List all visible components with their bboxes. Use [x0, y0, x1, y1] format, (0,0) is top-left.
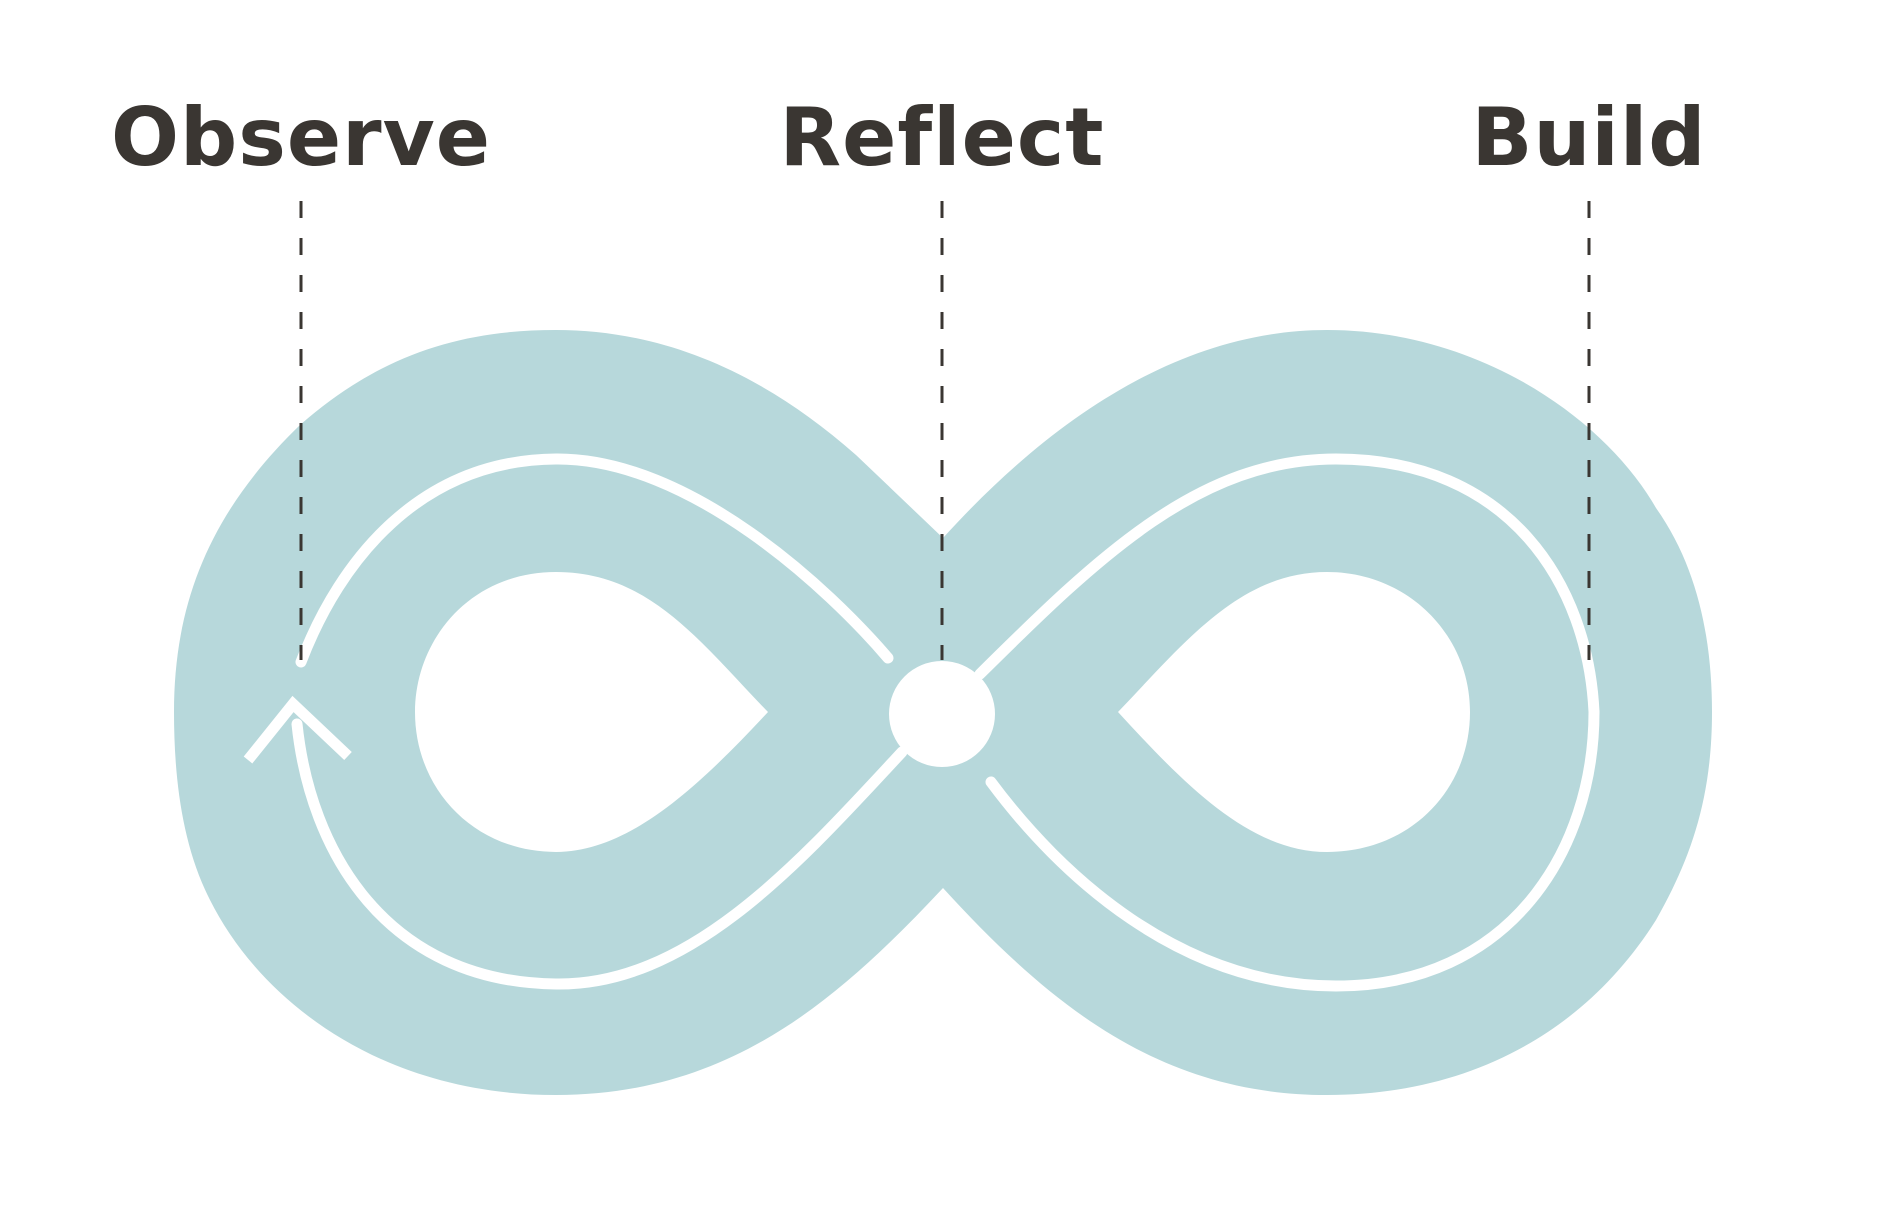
flow-path-left-bottom — [291, 718, 908, 990]
stage-label-observe: Observe — [111, 91, 491, 184]
stage-labels: Observe Reflect Build — [111, 91, 1706, 184]
flow-path-right-bottom — [985, 706, 1600, 992]
circle-node-icon — [889, 661, 995, 767]
flow-path — [291, 453, 1600, 992]
stage-label-build: Build — [1471, 91, 1706, 184]
flow-path-right-top — [974, 453, 1600, 718]
dashed-connectors — [299, 201, 1591, 660]
arrowhead-up-icon — [243, 695, 352, 764]
stage-label-reflect: Reflect — [779, 91, 1104, 184]
flow-path-left-top — [295, 453, 894, 668]
